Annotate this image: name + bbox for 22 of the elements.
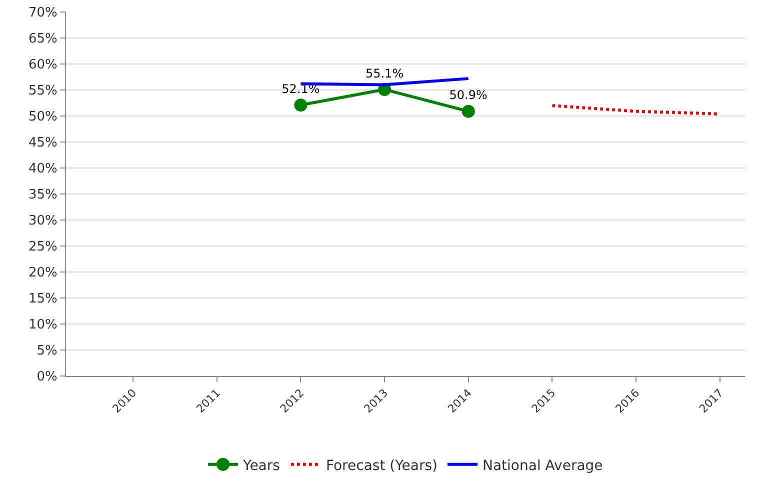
y-tick-label: 20% bbox=[28, 266, 58, 281]
legend-label: Forecast (Years) bbox=[326, 458, 438, 474]
y-tick-label: 55% bbox=[28, 84, 58, 99]
y-tick-label: 15% bbox=[28, 292, 58, 307]
y-tick-label: 45% bbox=[28, 136, 58, 151]
y-tick-label: 35% bbox=[28, 188, 58, 203]
y-tick-label: 30% bbox=[28, 214, 58, 229]
point bbox=[294, 98, 308, 112]
data-label: 50.9% bbox=[449, 88, 488, 102]
y-tick-label: 65% bbox=[28, 32, 58, 47]
y-tick-label: 40% bbox=[28, 162, 58, 177]
y-tick-label: 70% bbox=[28, 6, 58, 21]
legend-label: Years bbox=[242, 458, 280, 474]
data-label: 55.1% bbox=[365, 66, 404, 80]
point bbox=[462, 104, 475, 118]
y-tick-label: 0% bbox=[36, 370, 58, 385]
y-tick-label: 5% bbox=[36, 344, 58, 359]
legend-label: National Average bbox=[482, 458, 603, 474]
y-tick-label: 60% bbox=[28, 58, 58, 73]
y-tick-label: 10% bbox=[28, 318, 58, 333]
y-tick-label: 50% bbox=[28, 110, 58, 125]
y-tick-label: 25% bbox=[28, 240, 58, 255]
